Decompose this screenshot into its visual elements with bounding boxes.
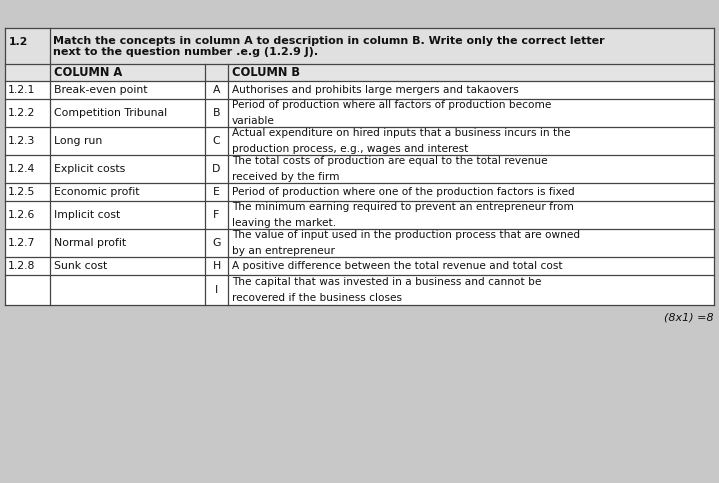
Bar	[5, 201, 714, 229]
Text: B: B	[213, 108, 220, 118]
Text: F: F	[214, 210, 219, 220]
Bar	[5, 183, 714, 201]
Text: Long run: Long run	[54, 136, 102, 146]
Text: COLUMN B: COLUMN B	[232, 66, 300, 79]
Text: Competition Tribunal: Competition Tribunal	[54, 108, 167, 118]
Text: leaving the market.: leaving the market.	[232, 218, 336, 228]
Text: Match the concepts in column A to description in column B. Write only the correc: Match the concepts in column A to descri…	[53, 36, 605, 46]
Text: 1.2.4: 1.2.4	[8, 164, 35, 174]
Text: Actual expenditure on hired inputs that a business incurs in the: Actual expenditure on hired inputs that …	[232, 128, 570, 138]
Text: Period of production where all factors of production become: Period of production where all factors o…	[232, 100, 551, 110]
Text: A: A	[213, 85, 220, 95]
Bar	[5, 257, 714, 275]
Text: I: I	[215, 285, 218, 295]
Text: The value of input used in the production process that are owned: The value of input used in the productio…	[232, 230, 580, 240]
Text: Sunk cost: Sunk cost	[54, 261, 107, 271]
Text: next to the question number .e.g (1.2.9 J).: next to the question number .e.g (1.2.9 …	[53, 47, 318, 57]
Text: variable: variable	[232, 116, 275, 126]
Text: 1.2.2: 1.2.2	[8, 108, 35, 118]
Text: The capital that was invested in a business and cannot be: The capital that was invested in a busin…	[232, 277, 541, 286]
Bar	[5, 229, 714, 257]
Text: 1.2.1: 1.2.1	[8, 85, 35, 95]
Text: H: H	[212, 261, 221, 271]
Text: Economic profit: Economic profit	[54, 187, 139, 197]
Bar	[5, 28, 714, 64]
Text: D: D	[212, 164, 221, 174]
Text: 1.2.8: 1.2.8	[8, 261, 35, 271]
Text: Explicit costs: Explicit costs	[54, 164, 125, 174]
Bar	[5, 275, 714, 305]
Text: A positive difference between the total revenue and total cost: A positive difference between the total …	[232, 261, 563, 271]
Text: 1.2.3: 1.2.3	[8, 136, 35, 146]
Bar	[5, 155, 714, 183]
Text: recovered if the business closes: recovered if the business closes	[232, 293, 402, 303]
Text: The minimum earning required to prevent an entrepreneur from: The minimum earning required to prevent …	[232, 202, 574, 212]
Text: Implicit cost: Implicit cost	[54, 210, 120, 220]
Text: received by the firm: received by the firm	[232, 172, 339, 182]
Text: 1.2.5: 1.2.5	[8, 187, 35, 197]
Text: 1.2: 1.2	[9, 37, 28, 47]
Text: by an entrepreneur: by an entrepreneur	[232, 246, 335, 256]
Text: Authorises and prohibits large mergers and takaovers: Authorises and prohibits large mergers a…	[232, 85, 518, 95]
Text: G: G	[212, 238, 221, 248]
Text: The total costs of production are equal to the total revenue: The total costs of production are equal …	[232, 156, 548, 166]
Text: Break-even point: Break-even point	[54, 85, 147, 95]
Text: C: C	[213, 136, 220, 146]
Bar	[5, 64, 714, 81]
Bar	[5, 127, 714, 155]
Bar	[5, 99, 714, 127]
Text: production process, e.g., wages and interest: production process, e.g., wages and inte…	[232, 144, 468, 154]
Bar	[5, 28, 714, 305]
Text: Normal profit: Normal profit	[54, 238, 126, 248]
Text: COLUMN A: COLUMN A	[54, 66, 122, 79]
Text: 1.2.7: 1.2.7	[8, 238, 35, 248]
Text: 1.2.6: 1.2.6	[8, 210, 35, 220]
Text: (8x1) =8: (8x1) =8	[664, 313, 714, 323]
Bar	[5, 81, 714, 99]
Text: E: E	[213, 187, 220, 197]
Text: Period of production where one of the production factors is fixed: Period of production where one of the pr…	[232, 187, 574, 197]
